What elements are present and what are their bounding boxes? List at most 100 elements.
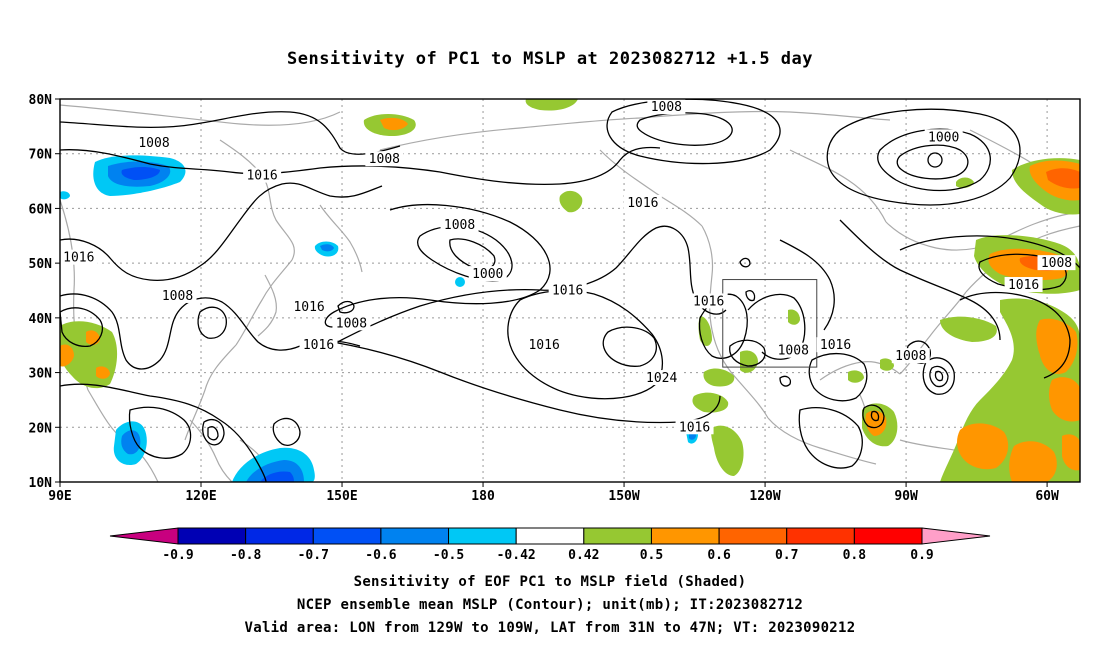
contour-label-bg (243, 167, 282, 183)
contour-label: 1016 (1008, 278, 1039, 293)
colorbar-label: -0.8 (230, 548, 261, 563)
colorbar-swatch (245, 527, 314, 545)
caption-line-1: Sensitivity of EOF PC1 to MSLP field (Sh… (353, 574, 747, 590)
lon-tick-label: 60W (1035, 489, 1059, 504)
contour-label: 1008 (778, 344, 809, 359)
contour-label: 1016 (693, 294, 724, 309)
contour-label-bg (689, 293, 728, 309)
valid-area-box (722, 279, 818, 368)
lon-axis-labels: 90E 120E 150E 180 150W 120W 90W 60W (48, 489, 1059, 504)
contour-label: 1008 (1041, 256, 1072, 271)
lon-tick-label: 120W (749, 489, 780, 504)
colorbar-label: -0.7 (298, 548, 329, 563)
contour-label: 1016 (820, 338, 851, 353)
contour-label-bg (623, 194, 662, 210)
colorbar-swatch (583, 527, 652, 545)
lat-tick-label: 50N (29, 257, 53, 272)
lat-tick-label: 30N (29, 367, 53, 382)
colorbar-swatch (448, 527, 517, 545)
colorbar-label: 0.9 (910, 548, 933, 563)
colorbar-label: -0.6 (365, 548, 396, 563)
lat-tick-label: 20N (29, 421, 53, 436)
lat-tick-label: 10N (29, 476, 53, 491)
contour-label-bg (290, 298, 329, 314)
contour-label: 1016 (552, 284, 583, 299)
contour-label-bg (299, 337, 338, 353)
contour-label: 1008 (895, 349, 926, 364)
colorbar (109, 527, 991, 545)
sensitivity-shading (60, 99, 1080, 482)
contour-label: 1008 (444, 218, 475, 233)
contour-label: 1008 (138, 136, 169, 151)
lon-tick-label: 150E (326, 489, 357, 504)
map-frame (59, 98, 1081, 483)
contour-label: 1008 (162, 289, 193, 304)
contour-label: 1016 (63, 251, 94, 266)
contour-label: 1008 (651, 100, 682, 115)
chart-title: Sensitivity of PC1 to MSLP at 2023082712… (286, 49, 813, 69)
lon-tick-label: 150W (608, 489, 639, 504)
colorbar-label: 0.6 (707, 548, 731, 563)
colorbar-label: -0.42 (497, 548, 536, 563)
contour-label-bg (468, 266, 507, 282)
contour-label: 1016 (293, 300, 324, 315)
lat-axis-labels: 10N 20N 30N 40N 50N 60N 70N 80N (29, 93, 53, 491)
contour-label: 1000 (928, 130, 959, 145)
colorbar-high-triangle (921, 527, 991, 545)
contour-label: 1008 (336, 316, 367, 331)
colorbar-swatch (786, 527, 855, 545)
contour-label-bg (525, 337, 564, 353)
lat-tick-label: 60N (29, 202, 53, 217)
colorbar-label: 0.42 (568, 548, 599, 563)
contour-label-bg (891, 348, 930, 364)
contour-label-bg (440, 216, 479, 232)
caption-line-2: NCEP ensemble mean MSLP (Contour); unit(… (296, 597, 804, 613)
contour-label-bg (647, 99, 686, 115)
colorbar-swatch (177, 527, 247, 545)
colorbar-label: 0.8 (843, 548, 867, 563)
contour-label: 1016 (303, 338, 334, 353)
axis-ticks (55, 98, 1048, 487)
contour-label: 1008 (369, 152, 400, 167)
contour-label-bg (59, 249, 98, 265)
contour-label-bg (548, 282, 587, 298)
contour-label-bg (1004, 277, 1043, 293)
contour-labels: 1008100810081000101610161008100010161016… (59, 99, 1076, 435)
colorbar-swatch (312, 527, 382, 545)
lon-tick-label: 120E (185, 489, 216, 504)
colorbar-swatch (853, 527, 923, 545)
colorbar-low-triangle (109, 527, 179, 545)
colorbar-label: 0.7 (775, 548, 798, 563)
contour-label: 1024 (646, 371, 677, 386)
contour-label: 1016 (627, 196, 658, 211)
colorbar-swatch (650, 527, 720, 545)
lat-tick-label: 70N (29, 148, 53, 163)
lat-tick-label: 80N (29, 93, 53, 108)
colorbar-labels: -0.9 -0.8 -0.7 -0.6 -0.5 -0.42 0.42 0.5 0.6 0.7 0.… (162, 548, 933, 563)
colorbar-swatch (718, 527, 788, 545)
colorbar-label: 0.5 (640, 548, 663, 563)
colorbar-label: -0.9 (162, 548, 193, 563)
colorbar-swatch (515, 527, 585, 545)
contour-label-bg (924, 129, 963, 145)
contour-label: 1000 (472, 267, 503, 282)
lon-tick-label: 180 (471, 489, 495, 504)
contour-label-bg (642, 370, 681, 386)
contour-label-bg (1037, 255, 1076, 271)
contour-label: 1016 (528, 338, 559, 353)
contour-label-bg (332, 315, 371, 331)
lon-tick-label: 90E (48, 489, 71, 504)
lat-tick-label: 40N (29, 312, 53, 327)
colorbar-swatch (380, 527, 450, 545)
contour-label: 1016 (679, 420, 710, 435)
caption-line-3: Valid area: LON from 129W to 109W, LAT f… (244, 620, 856, 636)
lon-tick-label: 90W (894, 489, 918, 504)
colorbar-label: -0.5 (433, 548, 464, 563)
contour-label-bg (365, 151, 404, 167)
contour-label-bg (675, 419, 714, 435)
contour-label-bg (816, 337, 855, 353)
contour-label-bg (158, 287, 197, 303)
contour-label: 1016 (246, 169, 277, 184)
contour-label-bg (774, 342, 813, 358)
